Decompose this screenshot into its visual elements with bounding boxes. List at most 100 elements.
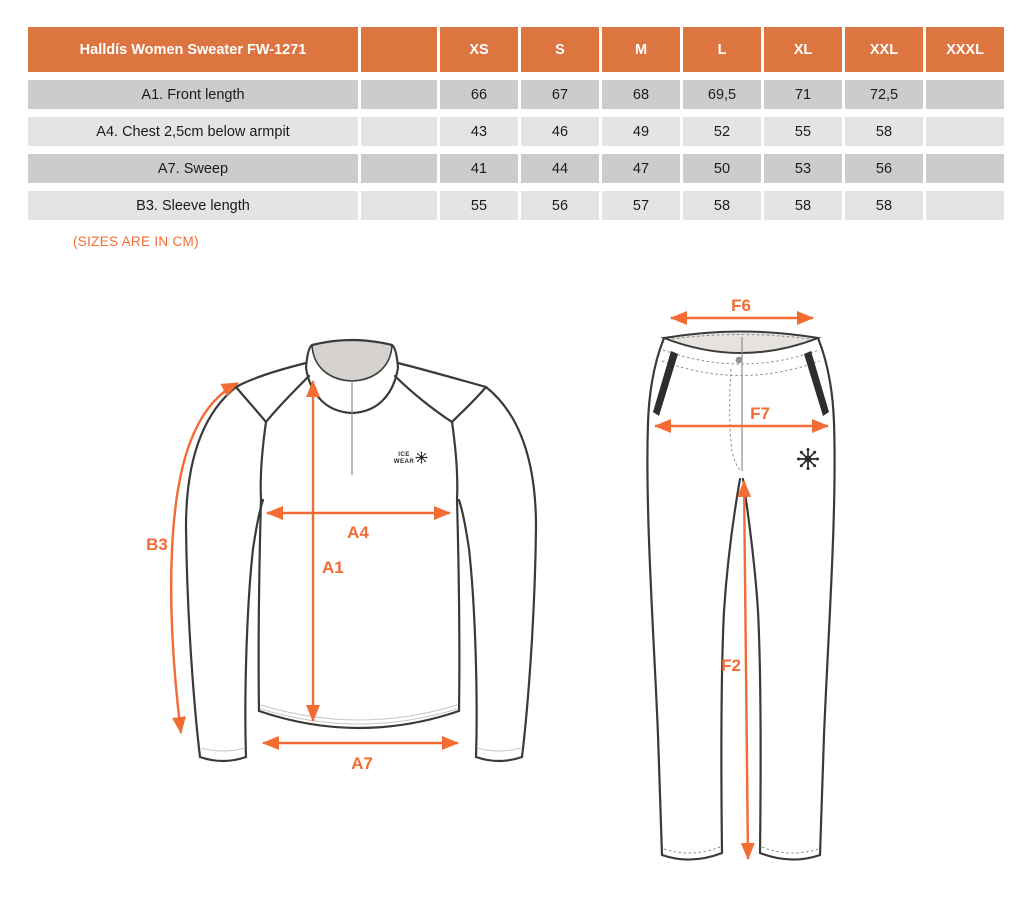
size-cell [926,154,1004,183]
size-cell: 68 [602,80,680,109]
spacer-cell [361,154,437,183]
arrow-b3-sleeve [169,381,239,734]
hem-stitch [260,708,458,725]
arrow-f2-inseam [737,480,755,860]
body-left-edge [257,420,268,713]
blank-header-cell [361,27,437,72]
size-col-xxl: XXL [845,27,923,72]
right-inseam [741,477,762,855]
size-cell: 47 [602,154,680,183]
spacer-cell [361,117,437,146]
label-f2: F2 [721,656,741,675]
size-col-s: S [521,27,599,72]
snowflake-icon [796,447,820,471]
table-row: B3. Sleeve length 55 56 57 58 58 58 [28,191,1004,220]
measurement-label: A4. Chest 2,5cm below armpit [28,117,358,146]
size-cell: 69,5 [683,80,761,109]
label-a7: A7 [351,754,373,773]
hem [257,709,461,730]
size-col-xxxl: XXXL [926,27,1004,72]
size-cell: 46 [521,117,599,146]
waist-opening [660,330,822,354]
size-col-xl: XL [764,27,842,72]
size-cell: 67 [521,80,599,109]
left-sleeve-outer [184,385,238,759]
table-row: A1. Front length 66 67 68 69,5 71 72,5 [28,80,1004,109]
waist-button [735,356,743,364]
size-cell: 58 [683,191,761,220]
size-cell: 66 [440,80,518,109]
right-cuff-stitch [476,747,522,752]
measurement-label: B3. Sleeve length [28,191,358,220]
label-f6: F6 [731,296,751,315]
size-cell: 52 [683,117,761,146]
size-cell: 55 [764,117,842,146]
label-f7: F7 [750,404,770,423]
right-hem-stitch [761,846,819,854]
size-cell: 71 [764,80,842,109]
pants-diagram: F6 F7 F2 [646,296,836,861]
icewear-logo: ICE WEAR [394,450,429,465]
measurement-label: A1. Front length [28,80,358,109]
size-cell: 50 [683,154,761,183]
left-sleeve-inner [244,498,265,759]
right-sleeve-outer [484,385,538,759]
spacer-cell [361,191,437,220]
waistband-stitch [661,360,821,376]
size-col-m: M [602,27,680,72]
left-inseam [720,477,742,855]
sizes-unit-note: (SIZES ARE IN CM) [73,234,199,249]
size-cell: 56 [521,191,599,220]
size-cell: 57 [602,191,680,220]
size-table-header-row: Halldís Women Sweater FW-1271 XS S M L X… [28,27,1004,72]
size-cell [926,80,1004,109]
left-raglan-seam [264,374,311,424]
left-leg-hem [660,851,724,861]
label-a1: A1 [322,558,344,577]
right-leg-hem [758,851,822,861]
measurement-label: A7. Sweep [28,154,358,183]
size-cell [926,117,1004,146]
size-cell: 55 [440,191,518,220]
label-b3: B3 [146,535,168,554]
logo-text-line1: ICE [398,451,410,458]
table-title: Halldís Women Sweater FW-1271 [28,27,358,72]
waist-inner-stitch [671,334,811,340]
right-sleeve-inner [457,498,478,759]
left-pocket [653,351,678,416]
size-cell: 58 [845,191,923,220]
size-cell: 44 [521,154,599,183]
body-right-edge [450,420,461,713]
size-cell [926,191,1004,220]
left-hem-stitch [663,846,721,854]
right-side-seam [816,336,836,857]
collar-outline [304,338,400,415]
spacer-cell [361,80,437,109]
size-col-xs: XS [440,27,518,72]
size-cell: 58 [845,117,923,146]
size-cell: 53 [764,154,842,183]
snowflake-icon [414,450,429,465]
logo-text-line2: WEAR [394,458,415,465]
sweater-diagram: ICE WEAR B3 A4 A1 A7 [146,338,538,773]
size-cell: 72,5 [845,80,923,109]
right-pocket [804,351,829,416]
right-yoke-seam [450,385,488,424]
size-cell: 43 [440,117,518,146]
fly-stitch [729,368,742,472]
size-cell: 41 [440,154,518,183]
size-cell: 56 [845,154,923,183]
size-table: Halldís Women Sweater FW-1271 XS S M L X… [25,19,1007,228]
size-cell: 58 [764,191,842,220]
table-row: A7. Sweep 41 44 47 50 53 56 [28,154,1004,183]
size-col-l: L [683,27,761,72]
right-cuff [474,755,524,763]
hem-stitch [260,704,458,721]
size-cell: 49 [602,117,680,146]
left-yoke-seam [234,385,268,424]
right-shoulder-seam [396,361,488,389]
left-cuff [198,755,248,763]
right-raglan-seam [393,374,454,424]
waistband-stitch [662,349,820,365]
label-a4: A4 [347,523,369,542]
